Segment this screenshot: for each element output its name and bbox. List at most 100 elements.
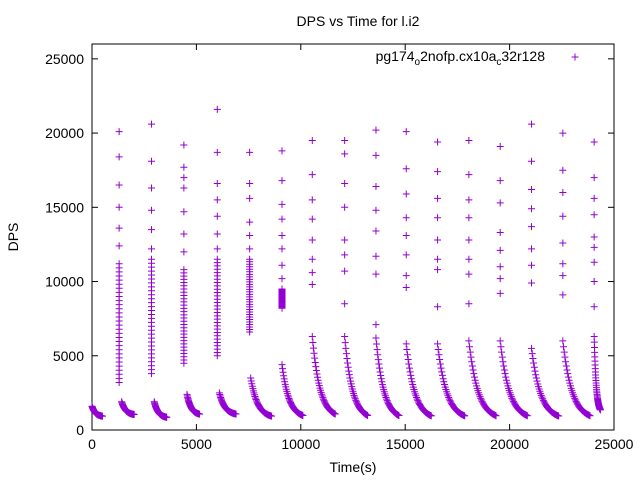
data-point xyxy=(492,412,500,420)
data-point xyxy=(308,215,316,223)
data-point xyxy=(402,190,410,198)
data-point xyxy=(395,412,403,420)
data-point xyxy=(438,371,446,379)
data-point xyxy=(312,363,320,371)
data-point xyxy=(465,171,473,179)
data-point xyxy=(180,230,188,238)
data-point xyxy=(559,129,567,137)
y-axis-label: DPS xyxy=(5,223,21,252)
data-point xyxy=(413,395,421,403)
data-point xyxy=(308,137,316,144)
data-point xyxy=(496,246,504,254)
data-point xyxy=(308,171,316,179)
data-point xyxy=(341,236,349,244)
x-tick-label: 5000 xyxy=(181,436,212,452)
data-point xyxy=(213,148,221,156)
data-point xyxy=(351,395,359,403)
data-point xyxy=(278,232,286,240)
data-point xyxy=(468,362,476,370)
data-point xyxy=(376,368,384,376)
data-point xyxy=(434,340,442,348)
data-point xyxy=(498,348,506,356)
data-point xyxy=(498,353,506,361)
y-tick-label: 5000 xyxy=(53,348,84,364)
data-point xyxy=(439,375,447,383)
data-point xyxy=(180,359,188,367)
data-point xyxy=(590,278,598,286)
y-tick-label: 0 xyxy=(76,422,84,438)
x-tick-label: 25000 xyxy=(595,436,634,452)
data-point xyxy=(319,394,327,402)
data-point xyxy=(590,243,598,251)
data-point xyxy=(318,392,326,400)
data-point xyxy=(278,304,286,312)
data-point xyxy=(364,411,372,419)
data-point xyxy=(180,174,188,182)
data-point xyxy=(562,358,570,366)
data-point xyxy=(246,194,254,202)
data-point xyxy=(180,184,188,192)
data-point xyxy=(246,328,254,336)
data-point xyxy=(560,348,568,356)
data-point xyxy=(278,261,286,269)
data-point xyxy=(331,410,339,418)
data-point xyxy=(278,245,286,253)
data-point xyxy=(278,361,286,369)
plot-frame xyxy=(91,43,615,431)
data-point xyxy=(465,137,473,144)
data-point xyxy=(115,203,123,211)
data-point xyxy=(148,370,156,378)
data-point xyxy=(312,366,320,374)
data-point xyxy=(402,128,410,136)
data-point xyxy=(533,377,541,385)
data-point xyxy=(564,370,572,378)
data-point xyxy=(308,255,316,263)
data-point xyxy=(586,412,594,420)
data-point xyxy=(341,339,349,347)
data-point xyxy=(376,364,384,372)
data-point xyxy=(465,337,473,345)
data-point xyxy=(404,355,412,363)
data-point xyxy=(502,373,510,381)
data-point xyxy=(341,180,349,188)
data-point xyxy=(372,252,380,260)
data-point xyxy=(444,392,452,400)
data-point xyxy=(163,413,171,421)
data-point xyxy=(555,412,563,420)
chart-title: DPS vs Time for l.i2 xyxy=(297,13,420,29)
data-point xyxy=(372,321,380,329)
data-point xyxy=(381,392,389,400)
data-point xyxy=(246,232,254,240)
data-point xyxy=(412,392,420,400)
data-point xyxy=(434,168,442,176)
data-point xyxy=(468,358,476,366)
data-point xyxy=(590,174,598,182)
data-point xyxy=(350,391,358,399)
data-point xyxy=(434,138,442,146)
data-point xyxy=(496,275,504,283)
data-point xyxy=(528,279,536,287)
data-point xyxy=(477,394,485,402)
data-points xyxy=(88,105,604,421)
data-point xyxy=(528,245,536,253)
legend-marker xyxy=(571,53,579,61)
data-point xyxy=(115,181,123,189)
data-point xyxy=(500,366,508,374)
x-axis-label: Time(s) xyxy=(330,459,377,475)
data-point xyxy=(402,272,410,280)
data-point xyxy=(196,410,204,418)
data-point xyxy=(402,232,410,240)
data-point xyxy=(532,374,540,382)
data-point xyxy=(502,376,510,384)
data-point xyxy=(559,337,567,345)
data-point xyxy=(213,352,221,360)
data-point xyxy=(180,163,188,171)
data-point xyxy=(559,239,567,247)
data-point xyxy=(559,260,567,268)
legend-label: pg174o2nofp.cx10ac32r128 xyxy=(376,48,546,68)
data-point xyxy=(402,214,410,222)
data-point xyxy=(590,211,598,219)
data-point xyxy=(559,291,567,299)
data-point xyxy=(180,248,188,256)
data-point xyxy=(528,223,536,231)
